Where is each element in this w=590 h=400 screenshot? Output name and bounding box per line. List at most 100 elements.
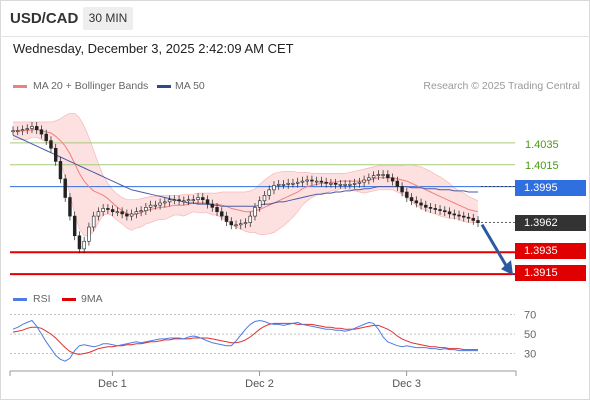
candle <box>319 180 324 183</box>
candlestick-series <box>11 122 480 254</box>
candle <box>11 130 15 133</box>
candle <box>163 201 167 204</box>
candle <box>253 207 257 217</box>
candle <box>362 179 366 183</box>
candle <box>324 181 328 184</box>
forecast-arrow-shaft <box>480 223 509 268</box>
candle <box>210 203 215 208</box>
rsi-ma-legend-swatch <box>62 298 76 301</box>
candle <box>139 210 143 213</box>
candle <box>300 180 305 183</box>
rsi-tick-label: 30 <box>524 348 536 360</box>
candle <box>395 180 400 187</box>
candle <box>35 126 39 130</box>
header-divider <box>0 36 590 37</box>
level-label-1.4015: 1.4015 <box>525 160 559 172</box>
candle <box>63 178 67 198</box>
candle <box>229 221 233 226</box>
candle <box>438 209 442 211</box>
research-credit: Research © 2025 Trading Central <box>423 80 580 92</box>
candle <box>310 179 314 182</box>
candle <box>182 200 186 203</box>
candle <box>291 182 295 185</box>
candle <box>120 211 124 215</box>
candle <box>224 215 229 222</box>
candle <box>386 174 390 179</box>
candle <box>205 199 210 205</box>
candle <box>357 181 362 184</box>
candle <box>87 226 91 242</box>
candle <box>201 197 205 200</box>
candle <box>68 197 72 217</box>
candle <box>215 207 219 213</box>
candle <box>167 199 172 203</box>
candle <box>72 215 77 237</box>
bollinger-band-area <box>13 113 478 236</box>
candle <box>134 211 139 215</box>
candle <box>286 182 290 185</box>
candle <box>101 208 105 213</box>
candle <box>338 184 343 186</box>
candle <box>25 128 29 130</box>
candle <box>144 207 148 211</box>
candle <box>106 208 110 210</box>
candle <box>452 213 456 216</box>
level-label-1.4035: 1.4035 <box>525 139 559 151</box>
bollinger-upper-line <box>13 112 479 202</box>
candle <box>281 184 286 186</box>
candle <box>77 235 82 250</box>
time-tick-label: Dec 1 <box>98 378 127 390</box>
last-price-tag: 1.3962 <box>515 215 586 231</box>
rsi-tick-label: 50 <box>524 329 536 341</box>
ma20-legend-swatch <box>13 85 27 88</box>
candle <box>234 224 238 227</box>
candle <box>53 147 58 162</box>
candle <box>239 223 243 226</box>
candle <box>177 199 181 202</box>
candle <box>220 211 224 217</box>
candle <box>49 140 53 149</box>
candle <box>466 216 471 219</box>
candle <box>314 180 319 183</box>
ma20-line <box>13 129 479 216</box>
candle <box>471 217 475 221</box>
rsi-tick-label: 70 <box>524 310 536 322</box>
candle <box>414 200 419 204</box>
candle <box>58 161 63 180</box>
candle <box>329 182 333 185</box>
candle <box>447 211 452 215</box>
candle <box>110 209 115 213</box>
support-level-tag-2: 1.3915 <box>515 265 586 281</box>
candle <box>390 177 395 182</box>
candle <box>462 215 466 218</box>
candle <box>262 195 267 202</box>
candle <box>158 202 162 206</box>
candle <box>376 174 381 176</box>
candle <box>443 210 447 213</box>
candle <box>91 215 96 228</box>
candle <box>20 129 25 132</box>
rsi-legend-swatch <box>13 298 27 301</box>
ma20-legend-label: MA 20 + Bollinger Bands <box>33 80 149 92</box>
candle <box>400 186 404 193</box>
candle <box>343 184 347 186</box>
candle <box>172 199 177 201</box>
candle <box>148 204 153 208</box>
time-tick-label: Dec 2 <box>245 378 274 390</box>
candle <box>305 179 309 182</box>
candle <box>243 222 248 225</box>
candle <box>115 211 120 214</box>
candle <box>267 189 271 196</box>
candle <box>295 181 300 184</box>
timestamp: Wednesday, December 3, 2025 2:42:09 AM C… <box>13 41 294 56</box>
support-level-tag-1: 1.3935 <box>515 243 586 259</box>
candle <box>258 200 262 208</box>
candle <box>82 240 86 250</box>
time-tick-label: Dec 3 <box>392 378 421 390</box>
candle <box>371 175 376 179</box>
timeframe-button[interactable]: 30 MIN <box>83 7 133 30</box>
candle <box>272 185 276 191</box>
pivot-level-tag: 1.3995 <box>515 180 586 196</box>
candle <box>248 215 252 223</box>
